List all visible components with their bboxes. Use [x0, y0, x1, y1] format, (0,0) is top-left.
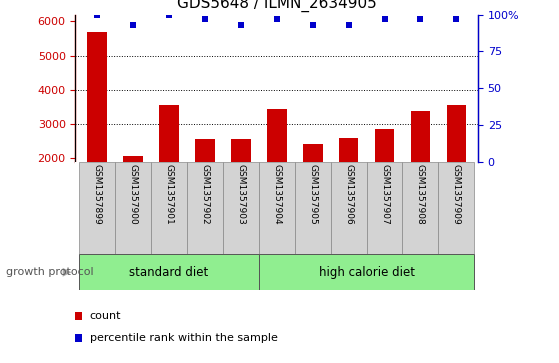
Bar: [159, 106, 179, 227]
Bar: [330, 162, 367, 254]
Bar: [115, 162, 151, 254]
Point: [238, 195, 247, 200]
Text: count: count: [89, 310, 121, 321]
Bar: [447, 106, 466, 227]
Text: GSM1357901: GSM1357901: [164, 164, 173, 225]
Point: [129, 22, 138, 28]
Point: [200, 16, 209, 22]
Bar: [79, 254, 259, 290]
Text: GSM1357907: GSM1357907: [380, 164, 389, 225]
Text: GSM1357900: GSM1357900: [129, 164, 138, 225]
Bar: [367, 162, 402, 254]
Point: [236, 22, 245, 28]
Text: GSM1357905: GSM1357905: [308, 164, 317, 225]
Point: [380, 16, 389, 22]
Bar: [75, 162, 79, 254]
Bar: [339, 138, 358, 227]
Text: GSM1357904: GSM1357904: [272, 164, 281, 225]
Bar: [259, 254, 475, 290]
Text: high calorie diet: high calorie diet: [319, 266, 415, 279]
Bar: [223, 162, 259, 254]
Bar: [151, 162, 187, 254]
Bar: [295, 162, 330, 254]
Bar: [410, 111, 430, 227]
Bar: [87, 32, 107, 227]
Bar: [195, 139, 215, 227]
Point: [93, 12, 102, 17]
Text: percentile rank within the sample: percentile rank within the sample: [89, 333, 277, 343]
Point: [164, 12, 173, 17]
Text: GSM1357908: GSM1357908: [416, 164, 425, 225]
Text: standard diet: standard diet: [129, 266, 209, 279]
Bar: [267, 109, 287, 227]
Bar: [187, 162, 223, 254]
Point: [416, 16, 425, 22]
Point: [452, 16, 461, 22]
Text: GSM1357899: GSM1357899: [93, 164, 102, 225]
Text: GSM1357902: GSM1357902: [200, 164, 209, 225]
Text: GSM1357903: GSM1357903: [236, 164, 245, 225]
Bar: [438, 162, 475, 254]
Title: GDS5648 / ILMN_2634905: GDS5648 / ILMN_2634905: [177, 0, 377, 12]
Point: [344, 22, 353, 28]
Text: GSM1357909: GSM1357909: [452, 164, 461, 225]
Text: growth protocol: growth protocol: [6, 267, 93, 277]
Bar: [231, 139, 250, 227]
Bar: [303, 144, 323, 227]
Bar: [259, 162, 295, 254]
Bar: [79, 162, 115, 254]
Point: [272, 16, 281, 22]
Bar: [402, 162, 438, 254]
Bar: [375, 129, 395, 227]
Point: [308, 22, 317, 28]
Text: GSM1357906: GSM1357906: [344, 164, 353, 225]
Bar: [123, 156, 143, 227]
